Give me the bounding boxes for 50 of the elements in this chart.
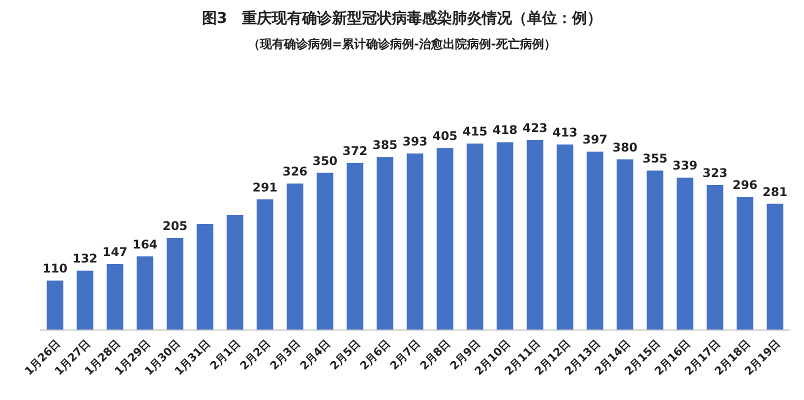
bar: [466, 144, 484, 330]
bar: [766, 204, 784, 330]
data-label: 355: [642, 152, 668, 166]
data-label: 393: [402, 134, 428, 148]
bar: [136, 256, 154, 330]
chart-title: 图3 重庆现有确诊新型冠状病毒感染肺炎情况（单位：例）: [202, 9, 602, 27]
data-label: 385: [372, 138, 398, 152]
data-label: 132: [72, 252, 98, 266]
bar: [736, 197, 754, 330]
bar: [76, 270, 94, 330]
data-label: 405: [432, 129, 458, 144]
bar: [316, 172, 334, 330]
bar: [226, 215, 244, 330]
data-label: 418: [492, 123, 518, 138]
data-label: 397: [582, 132, 608, 147]
data-label: 339: [672, 158, 698, 173]
data-label: 423: [522, 121, 548, 135]
data-label: 147: [102, 244, 128, 259]
data-label: 296: [732, 178, 758, 192]
chart-subtitle: （现有确诊病例=累计确诊病例-治愈出院病例-死亡病例）: [248, 37, 556, 51]
data-label: 323: [702, 166, 728, 180]
bar: [616, 159, 634, 330]
data-label: 413: [552, 125, 578, 140]
bar: [256, 199, 274, 330]
bar: [376, 157, 394, 330]
bar: [46, 280, 64, 330]
bar: [436, 148, 454, 330]
bar: [166, 238, 184, 330]
data-label: 164: [132, 237, 158, 252]
data-label: 326: [282, 164, 308, 179]
bar: [406, 153, 424, 330]
bar: [106, 264, 124, 330]
bar: [496, 142, 514, 330]
bar: [196, 224, 214, 330]
data-label: 281: [762, 184, 788, 199]
bar: [526, 140, 544, 330]
data-label: 372: [342, 144, 368, 158]
data-label: 291: [252, 180, 278, 194]
bar: [706, 184, 724, 330]
bar: [556, 144, 574, 330]
data-label: 415: [462, 124, 488, 139]
bar: [586, 152, 604, 330]
bar: [286, 184, 304, 330]
bar: [646, 170, 664, 330]
data-label: 350: [312, 154, 338, 168]
data-label: 110: [42, 262, 68, 276]
bar: [346, 162, 364, 330]
bar: [676, 178, 694, 330]
data-label: 205: [162, 218, 188, 233]
data-label: 380: [612, 140, 638, 154]
